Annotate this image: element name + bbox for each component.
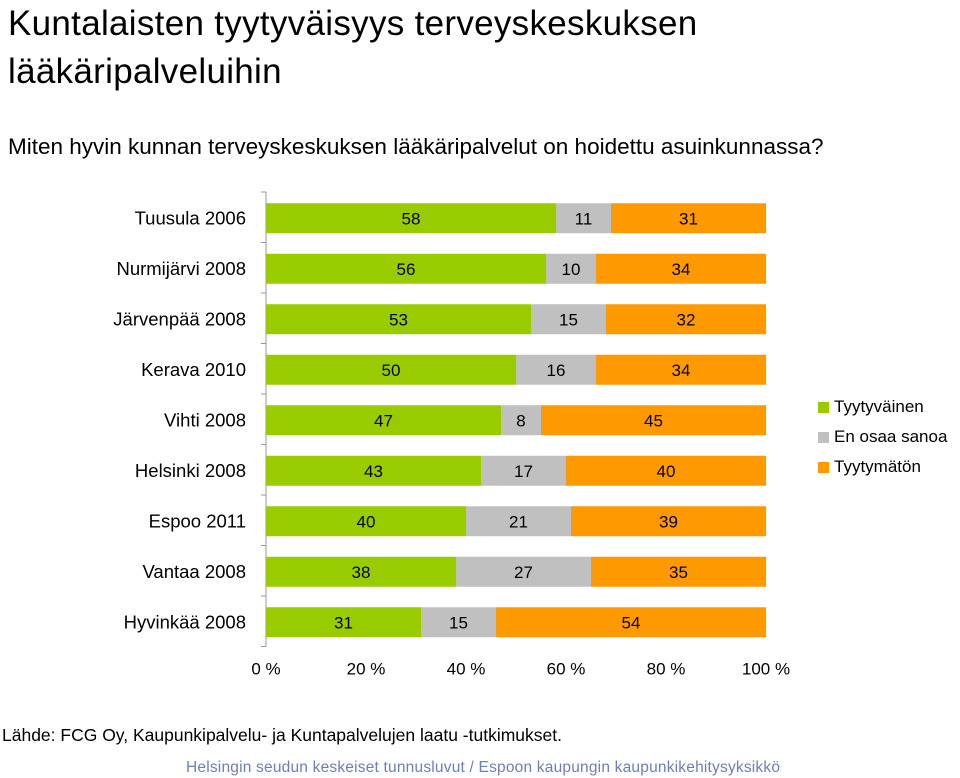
data-label: 16 xyxy=(547,361,566,380)
data-label: 15 xyxy=(449,613,468,632)
data-label: 8 xyxy=(516,411,525,430)
data-label: 15 xyxy=(559,310,578,329)
bar-segment xyxy=(266,354,516,385)
data-label: 32 xyxy=(677,310,696,329)
x-tick-label: 80 % xyxy=(647,660,686,679)
chart-subtitle: Miten hyvin kunnan terveyskeskuksen lääk… xyxy=(8,134,824,159)
data-label: 10 xyxy=(562,260,581,279)
data-label: 47 xyxy=(374,411,393,430)
bar-segment xyxy=(421,607,496,638)
chart-title-line1: Kuntalaisten tyytyväisyys terveyskeskuks… xyxy=(8,4,698,43)
chart-title: Kuntalaisten tyytyväisyys terveyskeskuks… xyxy=(8,0,698,96)
data-label: 17 xyxy=(514,462,533,481)
bar-segment xyxy=(456,556,591,587)
x-tick-label: 40 % xyxy=(447,660,486,679)
data-label: 38 xyxy=(352,563,371,582)
x-tick-label: 20 % xyxy=(347,660,386,679)
bar-segment xyxy=(266,607,421,638)
bar-segment xyxy=(591,556,766,587)
category-label: Tuusula 2006 xyxy=(135,207,246,228)
bar-segment xyxy=(556,203,611,234)
data-label: 31 xyxy=(679,209,698,228)
data-label: 40 xyxy=(357,512,376,531)
bar-segment xyxy=(266,405,501,436)
bar-segment xyxy=(611,203,766,234)
footer-note: Helsingin seudun keskeiset tunnusluvut /… xyxy=(186,759,781,776)
bar-segment xyxy=(596,354,766,385)
data-label: 54 xyxy=(622,613,641,632)
legend: Tyytyväinen En osaa sanoa Tyytymätön xyxy=(818,392,947,482)
bar-segment xyxy=(481,455,566,486)
category-label: Nurmijärvi 2008 xyxy=(116,258,246,279)
data-label: 31 xyxy=(334,613,353,632)
legend-item: En osaa sanoa xyxy=(818,422,947,452)
category-label: Kerava 2010 xyxy=(141,359,246,380)
legend-swatch xyxy=(818,461,829,473)
bar-segment xyxy=(531,304,606,335)
legend-item: Tyytymätön xyxy=(818,452,947,482)
bar-segment xyxy=(571,506,766,537)
legend-label: Tyytymätön xyxy=(834,457,921,476)
data-label: 21 xyxy=(509,512,528,531)
data-label: 53 xyxy=(389,310,408,329)
data-label: 45 xyxy=(644,411,663,430)
chart-title-line2: lääkäripalveluihin xyxy=(8,52,282,91)
legend-swatch xyxy=(818,401,829,413)
data-label: 27 xyxy=(514,563,533,582)
data-label: 58 xyxy=(402,209,421,228)
category-label: Vihti 2008 xyxy=(164,409,246,430)
data-label: 11 xyxy=(575,209,593,228)
bar-segment xyxy=(566,455,766,486)
x-tick-label: 100 % xyxy=(742,660,790,679)
bar-segment xyxy=(546,253,596,284)
bar-segment xyxy=(606,304,766,335)
data-label: 40 xyxy=(657,462,676,481)
stacked-bar-chart: Tuusula 2006 58 11 31 Nurmijärvi 2008 56 10 34 J… xyxy=(113,191,790,679)
x-tick-label: 60 % xyxy=(547,660,586,679)
data-label: 50 xyxy=(382,361,401,380)
bar-segment xyxy=(266,304,531,335)
legend-label: En osaa sanoa xyxy=(834,427,948,446)
bar-segment xyxy=(266,455,481,486)
data-label: 35 xyxy=(669,563,688,582)
data-label: 56 xyxy=(397,260,416,279)
bar-segment xyxy=(516,354,596,385)
category-label: Espoo 2011 xyxy=(149,510,246,531)
bar-segment xyxy=(496,607,766,638)
bar-segment xyxy=(266,253,546,284)
bar-segment xyxy=(541,405,766,436)
legend-label: Tyytyväinen xyxy=(834,397,924,416)
data-label: 39 xyxy=(659,512,678,531)
bar-segment xyxy=(266,556,456,587)
source-note: Lähde: FCG Oy, Kaupunkipalvelu- ja Kunta… xyxy=(2,725,562,745)
bar-segment xyxy=(266,203,556,234)
category-label: Vantaa 2008 xyxy=(142,561,246,582)
legend-swatch xyxy=(818,431,829,443)
x-tick-label: 0 % xyxy=(251,660,280,679)
bar-segment xyxy=(596,253,766,284)
category-label: Hyvinkää 2008 xyxy=(124,611,246,632)
bar-segment xyxy=(501,405,541,436)
category-label: Järvenpää 2008 xyxy=(113,308,246,329)
bar-segment xyxy=(466,506,571,537)
data-label: 43 xyxy=(364,462,383,481)
data-label: 34 xyxy=(672,260,691,279)
category-label: Helsinki 2008 xyxy=(135,460,246,481)
bar-segment xyxy=(266,506,466,537)
legend-item: Tyytyväinen xyxy=(818,392,947,422)
data-label: 34 xyxy=(672,361,691,380)
